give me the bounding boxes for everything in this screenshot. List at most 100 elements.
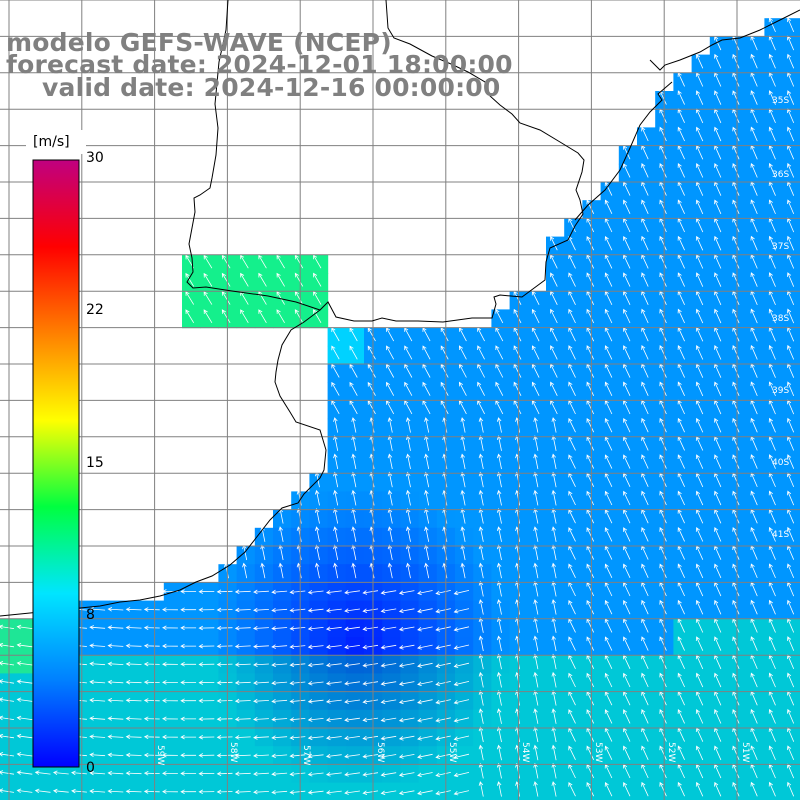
wind-arrow (203, 309, 213, 324)
wind-arrow (604, 672, 613, 688)
wind-arrow (107, 661, 124, 667)
wind-arrow (586, 781, 595, 797)
wind-arrow (435, 662, 451, 668)
wind-arrow (460, 562, 466, 579)
wind-arrow (453, 753, 470, 759)
wind-arrow (417, 717, 433, 723)
wind-arrow (623, 527, 631, 542)
wind-arrow (203, 291, 213, 305)
colorbar-tick: 22 (86, 302, 104, 318)
wind-arrow (143, 680, 160, 685)
wind-arrow (550, 308, 558, 324)
wind-arrow (787, 199, 795, 215)
wind-arrow (435, 735, 451, 741)
field-cell (709, 782, 729, 800)
wind-arrow (143, 643, 160, 649)
wind-arrow (180, 662, 197, 667)
wind-arrow (453, 608, 470, 614)
field-cell (782, 400, 800, 420)
wind-arrow (496, 562, 502, 579)
wind-arrow (586, 563, 595, 578)
wind-arrow (260, 544, 266, 561)
wind-arrow (623, 272, 631, 287)
wind-arrow (787, 308, 795, 324)
wind-arrow (496, 526, 502, 542)
wind-arrow (387, 435, 393, 451)
wind-arrow (349, 345, 358, 360)
wind-arrow (380, 590, 397, 595)
wind-arrow (435, 626, 451, 632)
wind-arrow (185, 272, 195, 287)
wind-arrow (216, 680, 233, 685)
wind-arrow (659, 709, 667, 724)
field-cell (236, 782, 256, 800)
wind-arrow (453, 662, 470, 668)
wind-arrow (551, 726, 557, 743)
field-cell (782, 564, 800, 583)
field-cell (782, 673, 800, 693)
wind-arrow (387, 562, 393, 579)
wind-arrow (216, 644, 233, 649)
wind-arrow (216, 771, 233, 776)
wind-arrow (271, 735, 288, 740)
wind-arrow (586, 345, 595, 360)
wind-arrow (604, 454, 613, 469)
wind-arrow (513, 381, 522, 396)
wind-arrow (641, 235, 649, 251)
wind-arrow (307, 589, 324, 595)
wind-arrow (478, 653, 484, 670)
wind-arrow (125, 770, 142, 776)
wind-arrow (162, 607, 178, 612)
wind-arrow (732, 709, 740, 724)
wind-arrow (478, 726, 484, 743)
wind-arrow (750, 745, 758, 761)
wind-arrow (453, 790, 470, 796)
wind-arrow (787, 781, 795, 797)
wind-arrow (750, 563, 758, 579)
wind-arrow (496, 599, 502, 615)
wind-arrow (307, 626, 324, 631)
wind-arrow (641, 381, 649, 396)
wind-arrow (16, 752, 33, 757)
wind-arrow (440, 345, 449, 360)
wind-arrow (568, 781, 576, 797)
wind-arrow (307, 699, 324, 704)
wind-arrow (344, 590, 360, 595)
wind-arrow (768, 672, 776, 688)
wind-arrow (533, 471, 539, 488)
wind-arrow (89, 606, 106, 612)
wind-arrow (659, 126, 667, 142)
wind-arrow (89, 734, 106, 739)
wind-arrow (405, 417, 411, 433)
wind-arrow (495, 381, 504, 396)
wind-arrow (604, 272, 613, 287)
wind-arrow (768, 454, 776, 469)
wind-arrow (495, 308, 504, 324)
wind-arrow (714, 126, 722, 142)
wind-arrow (351, 417, 357, 433)
field-cell (782, 382, 800, 401)
wind-arrow (294, 272, 304, 287)
wind-arrow (732, 454, 740, 469)
wind-arrow (333, 417, 339, 433)
wind-arrow (533, 726, 539, 743)
wind-arrow (453, 699, 470, 705)
wind-arrow (768, 17, 776, 33)
wind-arrow (695, 381, 704, 397)
wind-arrow (460, 526, 466, 542)
wind-arrow (162, 680, 178, 685)
wind-arrow (271, 589, 288, 595)
wind-arrow (271, 789, 288, 795)
wind-arrow (253, 753, 269, 758)
wind-arrow (550, 235, 558, 251)
wind-arrow (787, 599, 795, 615)
wind-arrow (551, 781, 557, 797)
wind-arrow (478, 599, 484, 615)
wind-arrow (198, 753, 215, 758)
wind-arrow (0, 752, 15, 757)
wind-arrow (677, 90, 685, 105)
wind-arrow (203, 272, 213, 287)
wind-arrow (380, 699, 397, 705)
field-cell (782, 418, 800, 438)
wind-arrow (568, 672, 576, 688)
